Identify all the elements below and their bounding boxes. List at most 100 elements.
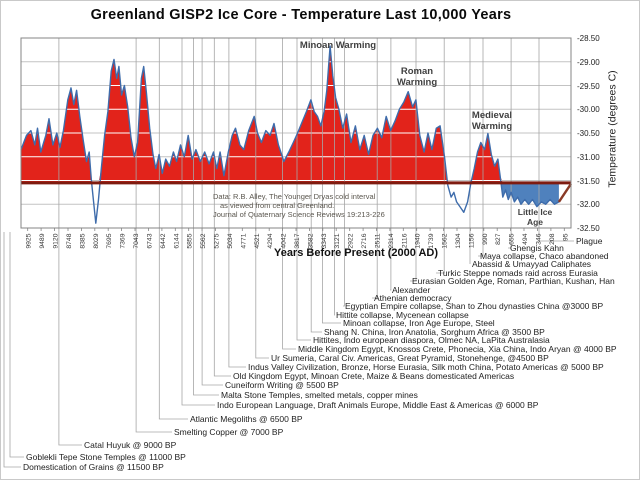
event-label: Catal Huyuk @ 9000 BP bbox=[84, 440, 177, 450]
event-label: Ur Sumeria, Caral Civ. Americas, Great P… bbox=[271, 353, 549, 363]
event-label: Hittite collapse, Mycenean collapse bbox=[336, 310, 469, 320]
event-leader-line bbox=[58, 38, 82, 446]
event-label: Cuneiform Writing @ 5500 BP bbox=[225, 380, 339, 390]
event-label: Plague bbox=[576, 236, 603, 246]
x-tick-label: 655 bbox=[509, 233, 516, 245]
x-tick-label: 5275 bbox=[214, 233, 221, 248]
source-note-line: Journal of Quaternary Science Reviews 19… bbox=[213, 210, 385, 219]
event-leader-line bbox=[201, 38, 223, 386]
y-tick-label: -28.50 bbox=[577, 34, 600, 43]
x-tick-label: 3343 bbox=[321, 233, 328, 248]
event-label: Minoan collapse, Iron Age Europe, Steel bbox=[343, 318, 495, 328]
event-label: Egyptian Empire collapse, Shan to Zhou d… bbox=[345, 301, 604, 311]
event-leader-line bbox=[158, 38, 188, 420]
x-tick-label: 8748 bbox=[66, 233, 73, 248]
x-tick-label: 2716 bbox=[361, 233, 368, 248]
event-label: Alexander bbox=[392, 285, 431, 295]
x-tick-label: 208 bbox=[549, 233, 556, 245]
x-tick-label: 3582 bbox=[307, 233, 314, 248]
event-label: Ghengis Kahn bbox=[510, 243, 564, 253]
event-leader-line bbox=[334, 38, 335, 316]
event-leader-line bbox=[135, 38, 172, 433]
annotation-medieval-warming: Medieval Warming bbox=[471, 110, 513, 132]
x-tick-label: 7043 bbox=[133, 233, 140, 248]
event-label: Atlantic Megoliths @ 6500 BP bbox=[190, 414, 303, 424]
x-tick-label: 5562 bbox=[200, 233, 207, 248]
event-leader-line bbox=[181, 38, 215, 406]
event-label: Middle Kingdom Egypt, Knossos Crete, Pho… bbox=[298, 344, 617, 354]
y-tick-label: -30.00 bbox=[577, 105, 600, 115]
event-label: Abassid & Umayyad Caliphates bbox=[472, 259, 592, 269]
x-tick-label: 9489 bbox=[39, 233, 46, 248]
warm-area bbox=[21, 46, 559, 183]
y-tick-label: -31.00 bbox=[577, 152, 600, 162]
event-label: Athenian democracy bbox=[374, 293, 452, 303]
x-tick-label: 5034 bbox=[227, 233, 234, 248]
x-tick-label: 6144 bbox=[173, 233, 180, 248]
annotation-little-ice-age: Little Ice Age bbox=[517, 207, 553, 227]
modern-warming-line bbox=[557, 183, 572, 203]
x-tick-label: 1562 bbox=[442, 233, 449, 248]
y-tick-label: -29.50 bbox=[577, 81, 600, 91]
x-tick-label: 5855 bbox=[187, 233, 194, 248]
source-note-line: Data: R.B. Alley, The Younger Dryas cold… bbox=[213, 192, 376, 201]
event-leader-line bbox=[508, 38, 512, 249]
y-tick-label: -32.00 bbox=[577, 200, 600, 210]
x-tick-label: 827 bbox=[495, 233, 502, 245]
event-leader-line bbox=[410, 38, 417, 282]
event-leader-line bbox=[322, 38, 341, 324]
event-leader-line bbox=[538, 38, 574, 242]
chart-title: Greenland GISP2 Ice Core - Temperature L… bbox=[90, 7, 512, 23]
x-tick-label: 4771 bbox=[240, 233, 247, 248]
y-tick-label: -30.50 bbox=[577, 129, 600, 138]
y-tick-label: -32.50 bbox=[577, 224, 600, 233]
x-tick-label: 1940 bbox=[415, 233, 422, 248]
x-tick-label: 7695 bbox=[106, 233, 113, 248]
source-note-line: as viewed from central Greenland. bbox=[220, 201, 335, 210]
x-tick-label: 6743 bbox=[146, 233, 153, 248]
event-label: Domestication of Grains @ 11500 BP bbox=[23, 462, 164, 472]
x-tick-label: 2314 bbox=[388, 233, 395, 248]
event-leader-line bbox=[372, 38, 378, 299]
event-label: Indo European Language, Draft Animals Eu… bbox=[217, 400, 539, 410]
x-tick-label: 494 bbox=[522, 233, 529, 245]
x-tick-label: 6442 bbox=[160, 233, 167, 248]
x-tick-label: 95 bbox=[562, 233, 569, 241]
event-label: Maya collapse, Chaco abandoned bbox=[480, 251, 609, 261]
annotation-roman-warming: Roman Warming bbox=[396, 66, 438, 88]
annotation-minoan-warming: Minoan Warming bbox=[299, 40, 377, 51]
event-label: Turkic Steppe nomads raid across Eurasia bbox=[438, 268, 598, 278]
event-label: Malta Stone Temples, smelted metals, cop… bbox=[221, 390, 418, 400]
x-tick-label: 2511 bbox=[375, 233, 382, 248]
event-leader-line bbox=[310, 38, 322, 333]
x-tick-label: 4294 bbox=[267, 233, 274, 248]
x-tick-label: 3121 bbox=[334, 233, 341, 248]
x-tick-label: 4042 bbox=[281, 233, 288, 248]
x-tick-label: 4521 bbox=[254, 233, 261, 248]
event-label: Shang N. China, Iron Anatolia, Sorghum A… bbox=[324, 327, 545, 337]
x-tick-label: 8385 bbox=[79, 233, 86, 248]
event-label: Hittites, Indo european diaspora, Olmec … bbox=[313, 335, 550, 345]
event-label: Old Kingdom Egypt, Minoan Crete, Maize &… bbox=[233, 371, 515, 381]
y-tick-label: -31.50 bbox=[577, 176, 600, 186]
event-leader-line bbox=[390, 38, 392, 291]
event-leader-line bbox=[343, 38, 345, 307]
temperature-curve bbox=[20, 45, 560, 224]
x-tick-label: 8029 bbox=[93, 233, 100, 248]
x-tick-label: 9120 bbox=[53, 233, 60, 248]
x-tick-label: 9925 bbox=[26, 233, 33, 248]
event-label: Eurasian Golden Age, Roman, Parthian, Ku… bbox=[412, 276, 615, 286]
event-leader-line bbox=[478, 38, 484, 257]
x-tick-label: 1156 bbox=[468, 233, 475, 248]
event-leader-line bbox=[9, 232, 24, 458]
event-leader-line bbox=[3, 232, 21, 468]
x-tick-label: 1304 bbox=[455, 233, 462, 248]
event-label: Goblekli Tepe Stone Temples @ 11000 BP bbox=[26, 452, 186, 462]
x-tick-label: 2116 bbox=[401, 233, 408, 248]
event-leader-line bbox=[255, 38, 269, 359]
event-label: Indus Valley Civilization, Bronze, Horse… bbox=[248, 362, 604, 372]
event-label: Smelting Copper @ 7000 BP bbox=[174, 427, 284, 437]
x-tick-label: 990 bbox=[482, 233, 489, 245]
